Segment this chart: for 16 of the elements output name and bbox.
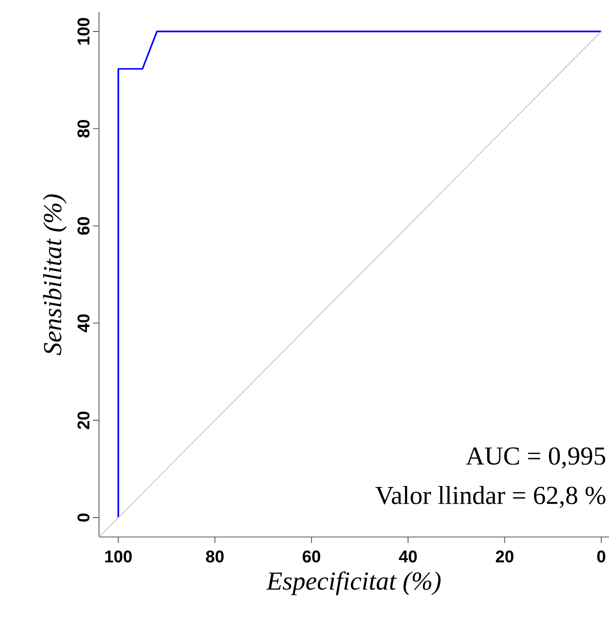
x-tick-label: 20 [496, 550, 514, 563]
x-tick-label: 80 [206, 550, 224, 563]
x-tick-label: 0 [597, 550, 606, 563]
x-tick-label: 40 [398, 550, 417, 563]
y-tick-label: 40 [77, 314, 90, 332]
annotation: Valor llindar = 62,8 % [375, 486, 606, 508]
y-tick-label: 0 [77, 514, 90, 522]
annotation: AUC = 0,995 [466, 447, 606, 469]
y-tick-label: 20 [77, 412, 90, 430]
y-tick-label: 100 [77, 18, 90, 44]
y-tick-label: 60 [77, 217, 90, 235]
y-axis-title: Sensibilitat (%) [43, 194, 67, 356]
x-tick-label: 60 [302, 550, 320, 563]
y-tick-label: 80 [77, 120, 90, 138]
x-axis-title: Especificitat (%) [266, 571, 441, 596]
x-tick-label: 100 [105, 550, 132, 563]
